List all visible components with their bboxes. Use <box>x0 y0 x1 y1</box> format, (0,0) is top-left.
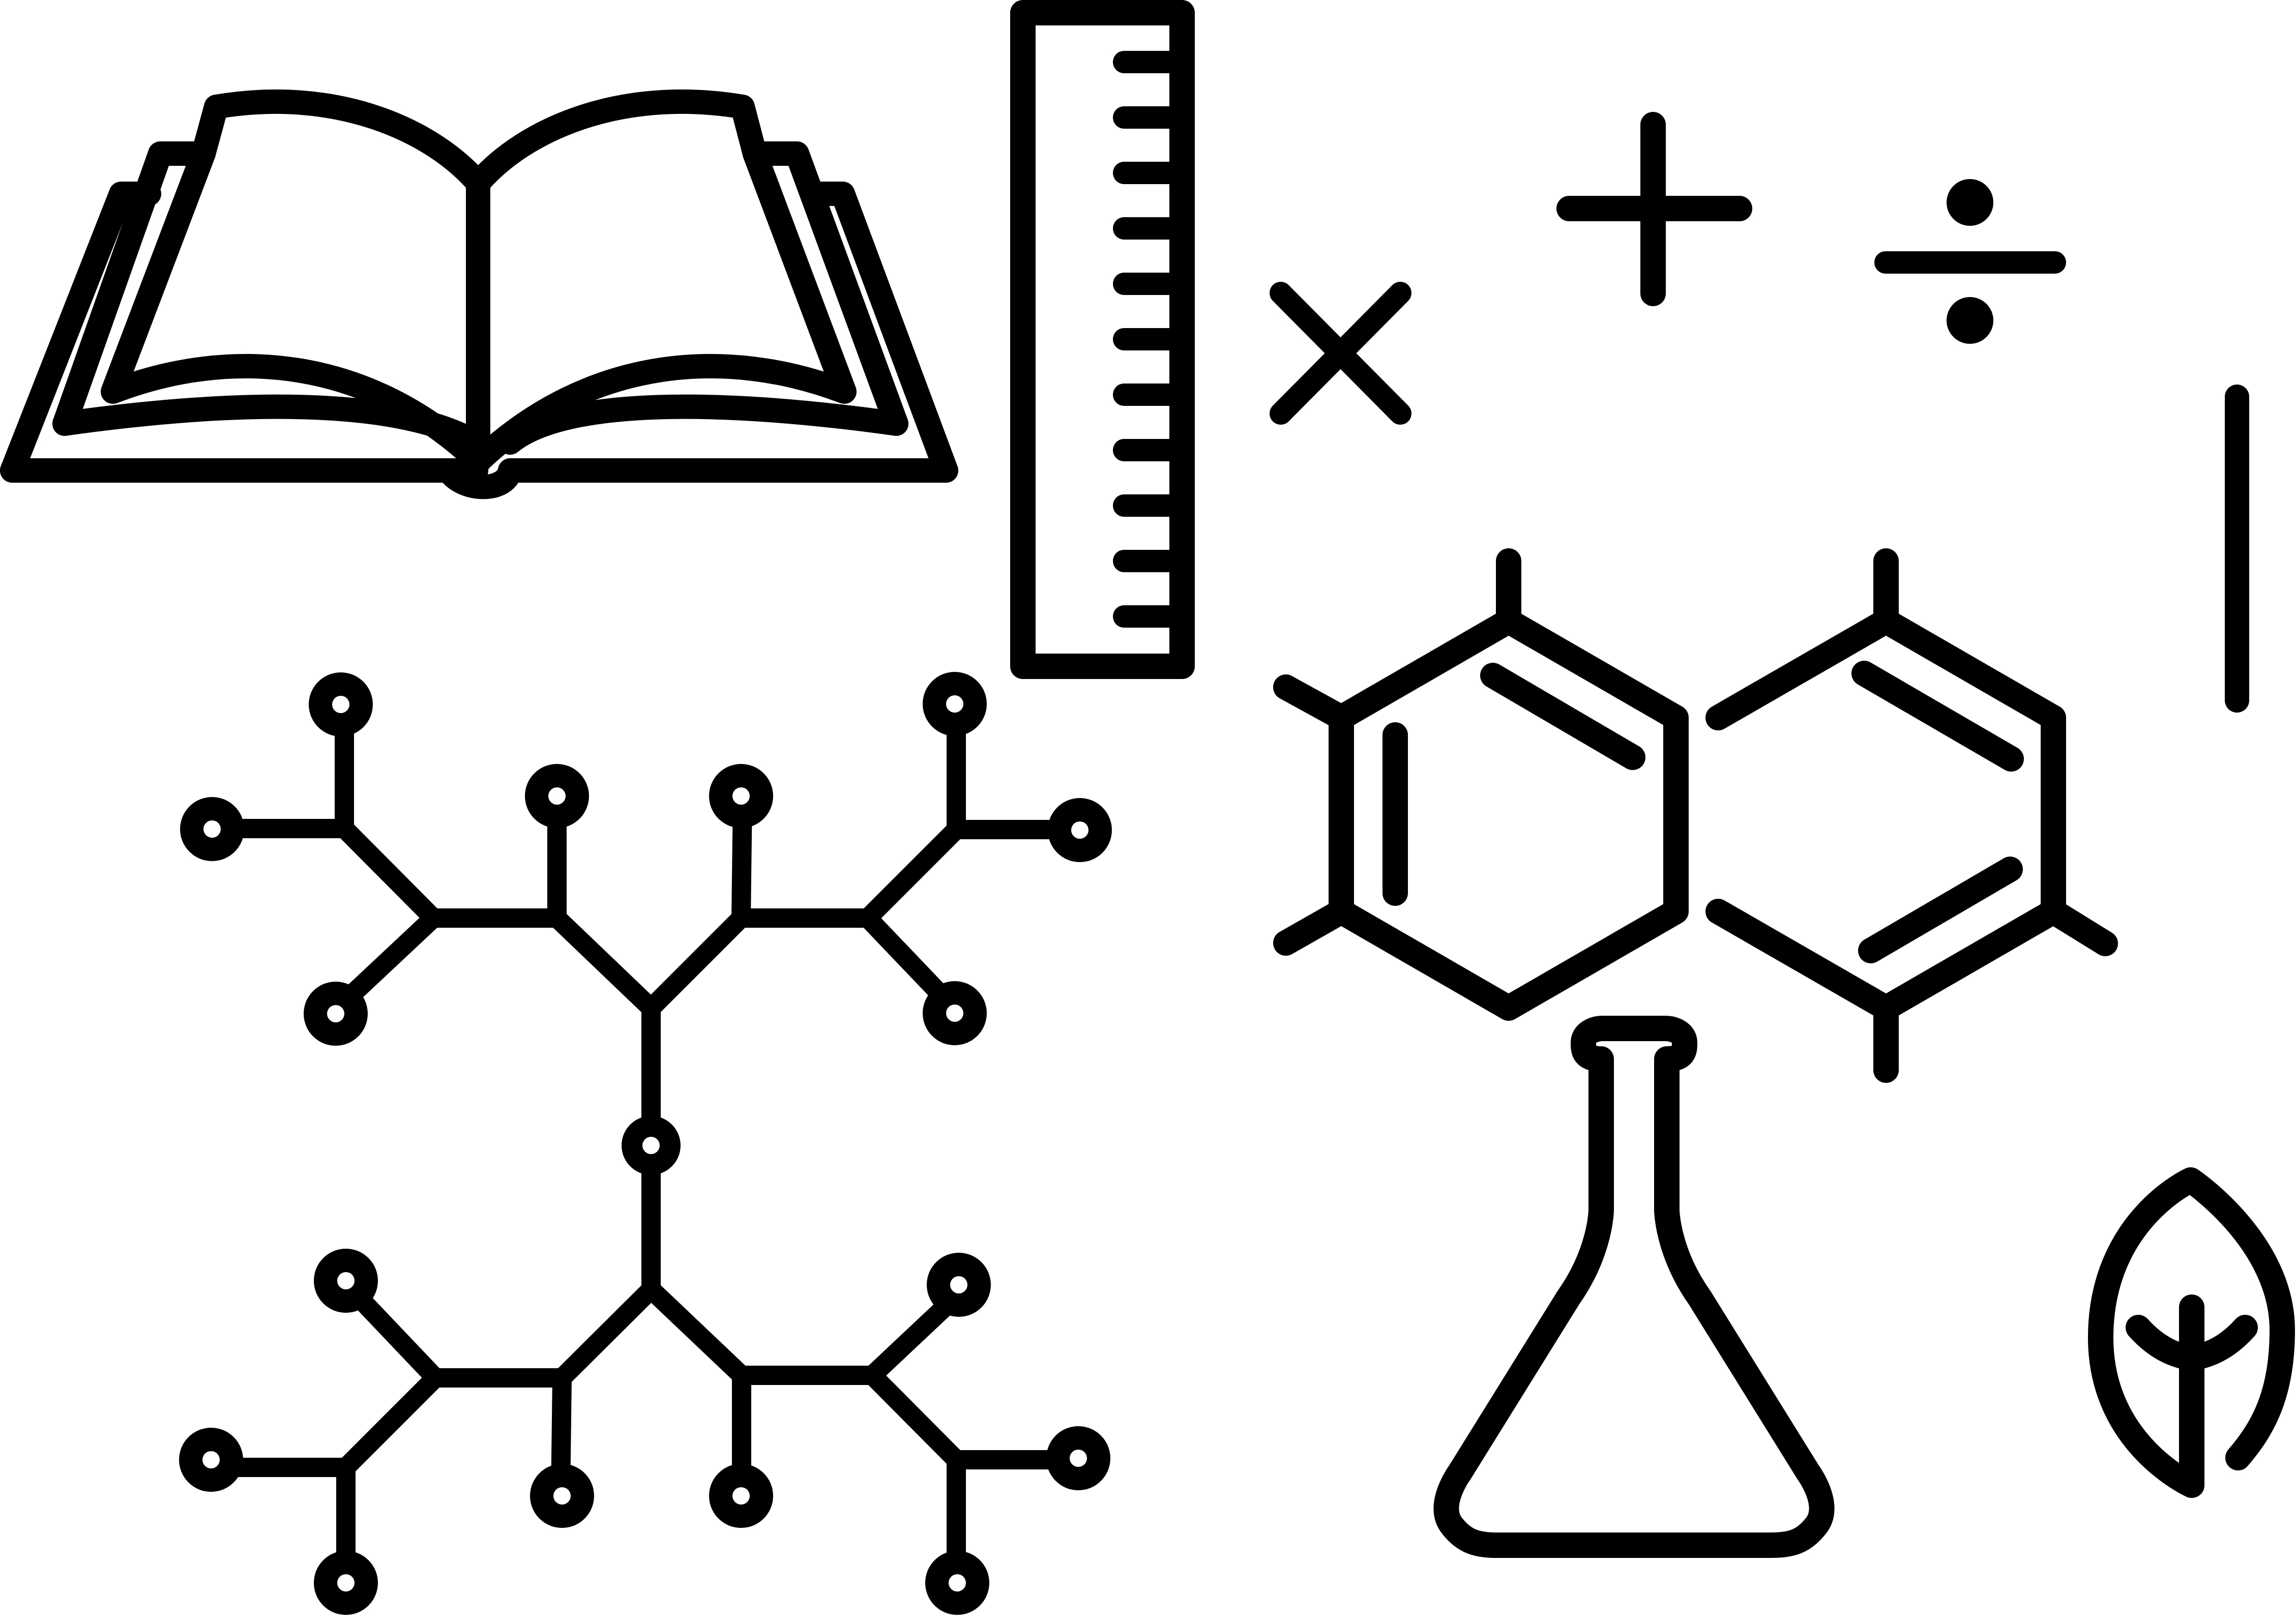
molecule-atoms <box>179 672 1112 1615</box>
atom-node <box>179 1428 243 1492</box>
atom-node <box>923 981 987 1045</box>
atom-node <box>530 1464 594 1528</box>
atom-node <box>314 1551 378 1615</box>
atom-node <box>525 764 589 828</box>
hexagon-molecule-icon <box>1273 548 2118 1083</box>
atom-node <box>314 1249 378 1313</box>
atom-node <box>927 1253 991 1317</box>
atom-node <box>923 672 987 736</box>
atom-node <box>304 982 368 1046</box>
atom-node <box>709 1464 773 1528</box>
atom-node <box>1046 1426 1110 1490</box>
atom-node <box>180 797 244 861</box>
branching-molecule-icon <box>179 672 1112 1615</box>
ruler-ticks <box>1113 51 1191 628</box>
plus-icon <box>1556 112 1752 306</box>
ruler-icon <box>1010 0 1195 679</box>
open-book-icon <box>0 89 958 499</box>
multiplication-icon <box>1270 282 1411 425</box>
atom-node <box>309 672 373 736</box>
atom-node <box>622 1116 681 1175</box>
atom-node <box>925 1551 989 1615</box>
erlenmeyer-flask-icon <box>1433 1016 1835 1558</box>
atom-node <box>1048 798 1112 862</box>
division-icon <box>1874 179 2066 344</box>
leaf-icon <box>2088 1167 2295 1498</box>
atom-node <box>709 764 773 828</box>
